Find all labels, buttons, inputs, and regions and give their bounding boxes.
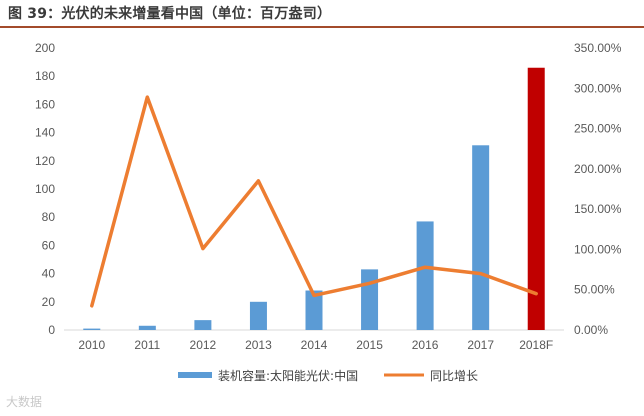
watermark: 大数据 [6,395,43,409]
x-tick-label: 2017 [467,338,494,352]
y-left-tick-label: 80 [42,210,56,224]
legend-swatch-bars [178,372,212,378]
y-right-tick-label: 150.00% [574,202,622,216]
growth-line [90,95,538,308]
y-left-tick-label: 40 [42,267,56,281]
y-right-tick-label: 300.00% [574,81,622,95]
x-tick-label: 2012 [190,338,217,352]
y-left-tick-label: 20 [42,295,56,309]
legend-label-bars: 装机容量:太阳能光伏:中国 [218,368,358,383]
y-left-tick-label: 60 [42,238,56,252]
bar-2015 [361,269,379,330]
x-tick-label: 2014 [301,338,328,352]
figure-title: 图 39：光伏的未来增量看中国（单位：百万盎司） [8,6,332,22]
x-tick-label: 2018F [519,338,553,352]
title-rule [0,26,644,28]
legend-label-line: 同比增长 [430,369,478,383]
y-left-tick-label: 200 [35,41,55,55]
x-tick-label: 2010 [78,338,105,352]
bar-2010 [83,328,101,330]
x-tick-label: 2015 [356,338,383,352]
y-right-tick-label: 250.00% [574,122,622,136]
bar-2011 [138,325,156,330]
bar-2018F [527,67,545,331]
x-tick-label: 2016 [412,338,439,352]
bar-2012 [194,320,212,330]
y-right-tick-label: 0.00% [574,323,608,337]
x-tick-label: 2011 [134,338,160,352]
y-left-tick-label: 180 [35,69,55,83]
y-right-tick-label: 200.00% [574,162,622,176]
y-right-tick-label: 100.00% [574,242,622,256]
bar-2016 [416,221,434,330]
y-left-tick-label: 0 [48,323,55,337]
y-left-tick-label: 120 [35,154,55,168]
bar-2013 [249,301,267,330]
y-left-tick-label: 160 [35,97,55,111]
y-right-tick-label: 350.00% [574,41,622,55]
bar-2014 [305,290,323,330]
y-left-tick-label: 140 [35,126,55,140]
y-left-tick-label: 100 [35,182,55,196]
y-right-tick-label: 50.00% [574,283,615,297]
x-tick-label: 2013 [245,338,272,352]
bar-2017 [472,145,490,330]
